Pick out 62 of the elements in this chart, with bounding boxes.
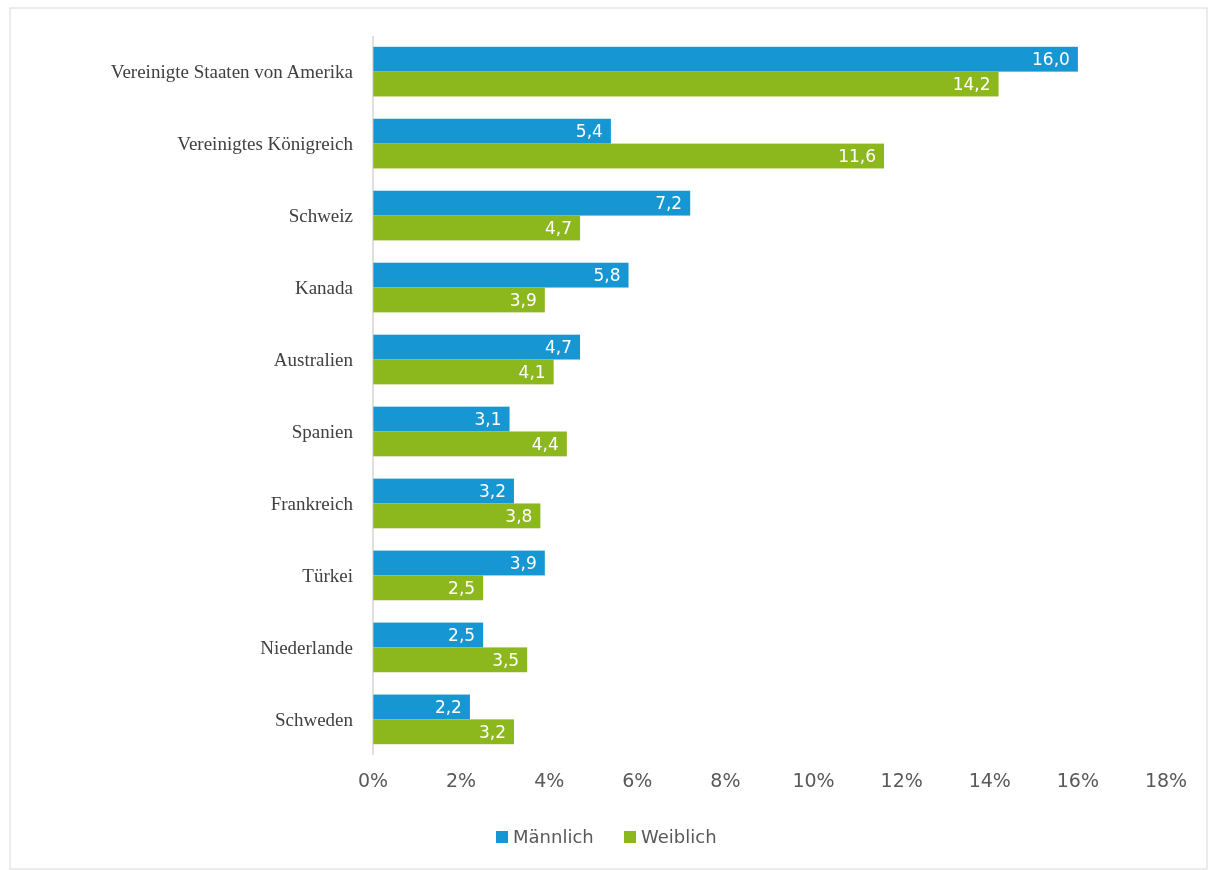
x-tick-label: 18% — [1144, 769, 1188, 791]
data-label: 5,4 — [575, 121, 603, 142]
data-label: 3,2 — [478, 721, 506, 742]
x-tick-label: 8% — [710, 769, 741, 791]
bar — [373, 550, 545, 576]
legend-label: Männlich — [513, 826, 594, 848]
y-tick-label: Spanien — [291, 421, 354, 443]
bar — [373, 694, 470, 720]
data-label: 2,5 — [448, 624, 476, 645]
bar — [373, 46, 1078, 72]
y-tick-label: Australien — [273, 349, 354, 371]
x-tick-label: 4% — [534, 769, 565, 791]
y-tick-label: Türkei — [302, 565, 353, 587]
bar — [373, 575, 484, 601]
y-tick-label: Niederlande — [260, 637, 353, 659]
y-tick-label: Schweiz — [288, 205, 353, 227]
data-label: 14,2 — [952, 73, 991, 94]
bar — [373, 118, 611, 144]
bar — [373, 215, 581, 241]
x-tick-label: 6% — [622, 769, 653, 791]
x-tick-label: 2% — [446, 769, 477, 791]
bar — [373, 359, 554, 385]
data-label: 7,2 — [655, 193, 683, 214]
x-tick-label: 16% — [1056, 769, 1100, 791]
data-label: 2,5 — [448, 577, 476, 598]
bar — [373, 406, 510, 432]
data-label: 4,4 — [531, 433, 559, 454]
legend-label: Weiblich — [641, 826, 717, 848]
bar — [373, 143, 885, 169]
y-tick-label: Vereinigtes Königreich — [177, 133, 354, 155]
x-tick-label: 0% — [357, 769, 389, 791]
y-tick-label: Kanada — [294, 277, 354, 299]
data-label: 16,0 — [1032, 49, 1070, 70]
data-label: 3,8 — [505, 505, 533, 526]
data-label: 3,9 — [509, 289, 537, 310]
x-tick-label: 12% — [880, 769, 923, 791]
bar — [373, 647, 528, 673]
bar — [373, 622, 484, 648]
x-tick-label: 10% — [792, 769, 835, 791]
data-label: 4,7 — [545, 217, 573, 238]
bar — [373, 478, 514, 504]
data-label: 2,2 — [434, 696, 462, 717]
data-label: 4,1 — [518, 361, 546, 382]
data-label: 11,6 — [838, 145, 877, 166]
y-tick-label: Vereinigte Staaten von Amerika — [110, 61, 354, 83]
bar — [373, 719, 514, 745]
bar — [373, 262, 629, 288]
data-label: 3,2 — [478, 480, 506, 501]
bar — [373, 334, 581, 360]
y-tick-label: Frankreich — [270, 493, 354, 515]
data-label: 3,1 — [474, 409, 502, 430]
y-tick-label: Schweden — [274, 709, 354, 731]
data-label: 4,7 — [545, 337, 573, 358]
bar — [373, 431, 567, 457]
bar — [373, 503, 541, 529]
data-label: 3,9 — [509, 552, 537, 573]
x-tick-label: 14% — [968, 769, 1011, 791]
bar — [373, 71, 999, 97]
data-label: 3,5 — [492, 649, 520, 670]
bar — [373, 287, 545, 313]
bar — [373, 190, 691, 216]
data-label: 5,8 — [593, 265, 621, 286]
